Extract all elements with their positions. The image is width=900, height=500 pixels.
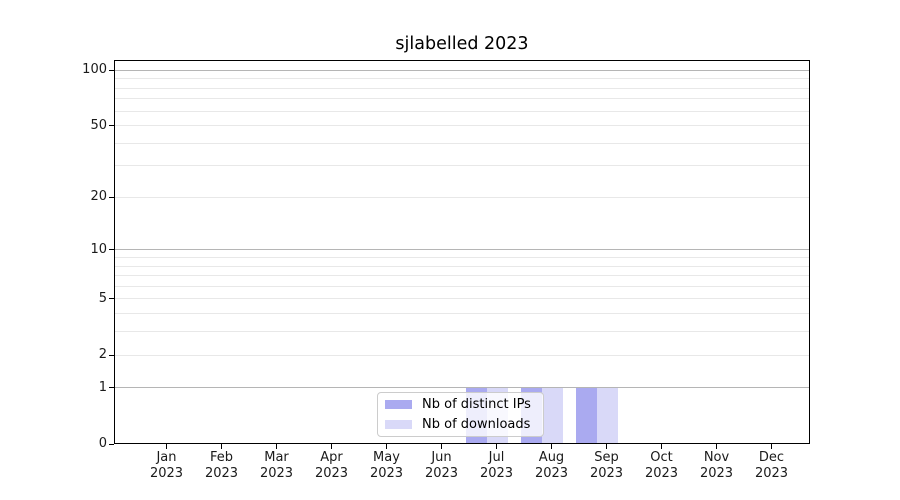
x-tick-year: 2023 (259, 466, 294, 481)
x-tick (166, 444, 167, 449)
x-tick-label: Nov 2023 (685, 450, 749, 482)
y-tick-label: 2 (98, 347, 107, 363)
x-tick-year: 2023 (314, 466, 349, 481)
legend-swatch-distinct-ips-icon (385, 400, 412, 410)
x-tick-year: 2023 (644, 466, 679, 481)
x-tick-month: Jul (488, 450, 505, 465)
legend-label-downloads: Nb of downloads (422, 416, 531, 432)
x-tick-label: Mar 2023 (245, 450, 309, 482)
x-tick-label: Sep 2023 (575, 450, 639, 482)
x-tick (276, 444, 277, 449)
x-tick-label: May 2023 (355, 450, 419, 482)
x-tick-label: Aug 2023 (520, 450, 584, 482)
x-tick-year: 2023 (479, 466, 514, 481)
x-tick-month: Sep (594, 450, 619, 465)
x-tick (551, 444, 552, 449)
y-tick-label: 50 (90, 117, 107, 133)
chart-title: sjlabelled 2023 (395, 34, 529, 54)
x-tick-year: 2023 (149, 466, 184, 481)
x-tick-year: 2023 (369, 466, 404, 481)
y-tick-label: 5 (98, 290, 107, 306)
x-tick-label: Jan 2023 (135, 450, 199, 482)
y-tick-label: 0 (98, 436, 107, 451)
x-tick (716, 444, 717, 449)
x-tick (606, 444, 607, 449)
y-tick-label: 10 (90, 241, 107, 257)
legend-swatch-downloads-icon (385, 419, 412, 429)
x-tick (441, 444, 442, 449)
x-tick-month: Jun (431, 450, 452, 465)
x-tick-label: Dec 2023 (740, 450, 804, 482)
x-tick (496, 444, 497, 449)
x-tick-month: Mar (264, 450, 289, 465)
x-tick-month: Jan (156, 450, 177, 465)
x-tick-month: Feb (209, 450, 234, 465)
legend-label-distinct-ips: Nb of distinct IPs (422, 397, 531, 413)
x-tick-label: Feb 2023 (190, 450, 254, 482)
x-tick-month: Aug (538, 450, 565, 465)
x-tick (661, 444, 662, 449)
x-tick-year: 2023 (204, 466, 239, 481)
x-tick-month: Dec (758, 450, 785, 465)
x-tick-year: 2023 (754, 466, 789, 481)
y-tick-label: 100 (82, 62, 107, 78)
x-tick (386, 444, 387, 449)
x-tick-month: Apr (320, 450, 343, 465)
y-tick-label: 20 (90, 189, 107, 205)
legend: Nb of distinct IPs Nb of downloads (377, 392, 544, 437)
plot-area (114, 60, 810, 444)
x-tick-year: 2023 (699, 466, 734, 481)
x-tick-year: 2023 (424, 466, 459, 481)
x-tick-month: May (373, 450, 400, 465)
x-tick-month: Nov (703, 450, 730, 465)
legend-entry-downloads: Nb of downloads (385, 415, 536, 435)
x-tick (771, 444, 772, 449)
x-tick (331, 444, 332, 449)
x-tick (221, 444, 222, 449)
x-tick-label: Jun 2023 (410, 450, 474, 482)
x-tick-label: Oct 2023 (630, 450, 694, 482)
x-tick-year: 2023 (589, 466, 624, 481)
x-tick-label: Jul 2023 (465, 450, 529, 482)
y-tick-label: 1 (98, 379, 107, 395)
x-tick-label: Apr 2023 (300, 450, 364, 482)
legend-entry-distinct-ips: Nb of distinct IPs (385, 395, 536, 415)
x-tick-year: 2023 (534, 466, 569, 481)
x-tick-month: Oct (650, 450, 673, 465)
